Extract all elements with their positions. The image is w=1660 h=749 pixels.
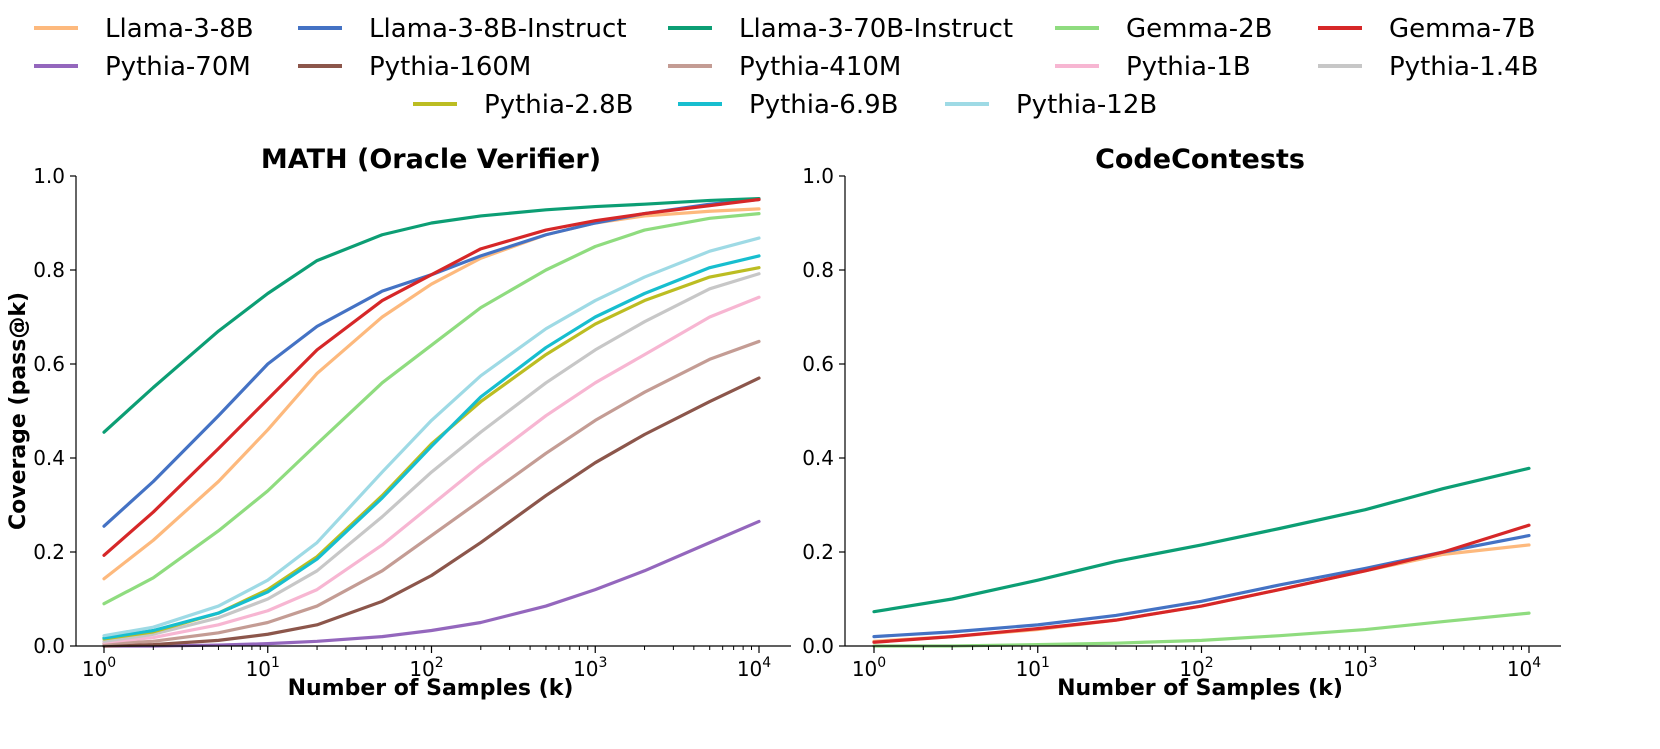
chart-title: MATH (Oracle Verifier) bbox=[261, 144, 601, 175]
y-tick-label: 0.6 bbox=[33, 352, 65, 376]
legend-label: Pythia-70M bbox=[105, 52, 251, 82]
series-line-llama-3-8b bbox=[102, 207, 761, 581]
legend-item: Pythia-12B bbox=[945, 90, 1157, 120]
series-line-gemma-2b bbox=[102, 212, 761, 606]
x-tick-label: 101 bbox=[246, 655, 280, 681]
series-line-pythia-1-4b bbox=[102, 272, 761, 643]
x-axis-label: Number of Samples (k) bbox=[1057, 676, 1343, 701]
y-axis-label: Coverage (pass@k) bbox=[6, 292, 31, 530]
y-tick-label: 1.0 bbox=[802, 164, 834, 188]
legend-label: Pythia-2.8B bbox=[484, 90, 633, 120]
legend-item: Llama-3-8B-Instruct bbox=[298, 14, 627, 44]
legend-item: Gemma-2B bbox=[1055, 14, 1273, 44]
y-tick-label: 0.6 bbox=[802, 352, 834, 376]
series-line-pythia-70m bbox=[102, 519, 761, 648]
legend-label: Gemma-7B bbox=[1389, 14, 1536, 44]
series-line-pythia-6-9b bbox=[102, 254, 761, 640]
chart-title: CodeContests bbox=[1095, 144, 1305, 175]
legend-item: Pythia-1B bbox=[1055, 52, 1251, 82]
y-tick-label: 0.8 bbox=[33, 258, 65, 282]
codecontests-panel: 0.0 0.2 0.4 0.6 0.8 1.0 100 101 102 103 104 CodeCon… bbox=[802, 144, 1561, 701]
legend-label: Llama-3-8B-Instruct bbox=[369, 14, 627, 44]
legend-label: Pythia-1.4B bbox=[1389, 52, 1538, 82]
series-line-llama-3-8b-instruct bbox=[102, 197, 761, 528]
legend-item: Pythia-2.8B bbox=[413, 90, 633, 120]
legend-label: Pythia-160M bbox=[369, 52, 531, 82]
y-tick-label: 1.0 bbox=[33, 164, 65, 188]
x-tick-label: 102 bbox=[1179, 655, 1213, 681]
series-line-llama-3-70b-instruct bbox=[102, 196, 761, 434]
legend-item: Pythia-70M bbox=[34, 52, 251, 82]
legend-item: Llama-3-70B-Instruct bbox=[668, 14, 1013, 44]
series-line-pythia-410m bbox=[102, 339, 761, 646]
x-tick-label: 103 bbox=[573, 655, 607, 681]
series-line-pythia-12b bbox=[102, 236, 761, 638]
y-tick-label: 0.0 bbox=[33, 634, 65, 658]
y-tick-label: 0.2 bbox=[802, 540, 834, 564]
series-group bbox=[872, 466, 1531, 648]
x-tick-label: 100 bbox=[852, 655, 886, 681]
x-axis-label: Number of Samples (k) bbox=[288, 676, 574, 701]
legend-label: Pythia-12B bbox=[1016, 90, 1157, 120]
legend-item: Pythia-160M bbox=[298, 52, 531, 82]
series-line-pythia-1b bbox=[102, 295, 761, 644]
series-line-gemma-7b bbox=[872, 523, 1531, 644]
y-tick-label: 0.0 bbox=[802, 634, 834, 658]
series-line-pythia-160m bbox=[102, 376, 761, 648]
legend-item: Pythia-1.4B bbox=[1318, 52, 1538, 82]
y-tick-label: 0.4 bbox=[802, 446, 834, 470]
legend-label: Pythia-1B bbox=[1126, 52, 1251, 82]
y-tick-label: 0.4 bbox=[33, 446, 65, 470]
math-panel: 0.0 0.2 0.4 0.6 0.8 1.0 100 101 102 103 104 MATH (O… bbox=[6, 144, 791, 701]
legend-label: Pythia-410M bbox=[739, 52, 901, 82]
series-line-pythia-2-8b bbox=[102, 266, 761, 641]
x-tick-label: 104 bbox=[1507, 655, 1541, 681]
x-tick-label: 104 bbox=[737, 655, 771, 681]
x-tick-label: 102 bbox=[409, 655, 443, 681]
legend-label: Llama-3-8B bbox=[105, 14, 254, 44]
y-tick-label: 0.2 bbox=[33, 540, 65, 564]
legend-item: Pythia-6.9B bbox=[678, 90, 898, 120]
legend-label: Pythia-6.9B bbox=[749, 90, 898, 120]
legend-label: Gemma-2B bbox=[1126, 14, 1273, 44]
legend-item: Llama-3-8B bbox=[34, 14, 254, 44]
legend-item: Gemma-7B bbox=[1318, 14, 1536, 44]
x-tick-label: 100 bbox=[82, 655, 116, 681]
legend-label: Llama-3-70B-Instruct bbox=[739, 14, 1013, 44]
x-tick-label: 101 bbox=[1016, 655, 1050, 681]
x-tick-label: 103 bbox=[1343, 655, 1377, 681]
series-line-gemma-7b bbox=[102, 197, 761, 557]
legend-item: Pythia-410M bbox=[668, 52, 901, 82]
series-line-llama-3-70b-instruct bbox=[872, 466, 1531, 614]
series-group bbox=[102, 196, 761, 648]
legend: Llama-3-8B Llama-3-8B-Instruct Llama-3-70B… bbox=[34, 14, 1538, 120]
y-tick-label: 0.8 bbox=[802, 258, 834, 282]
